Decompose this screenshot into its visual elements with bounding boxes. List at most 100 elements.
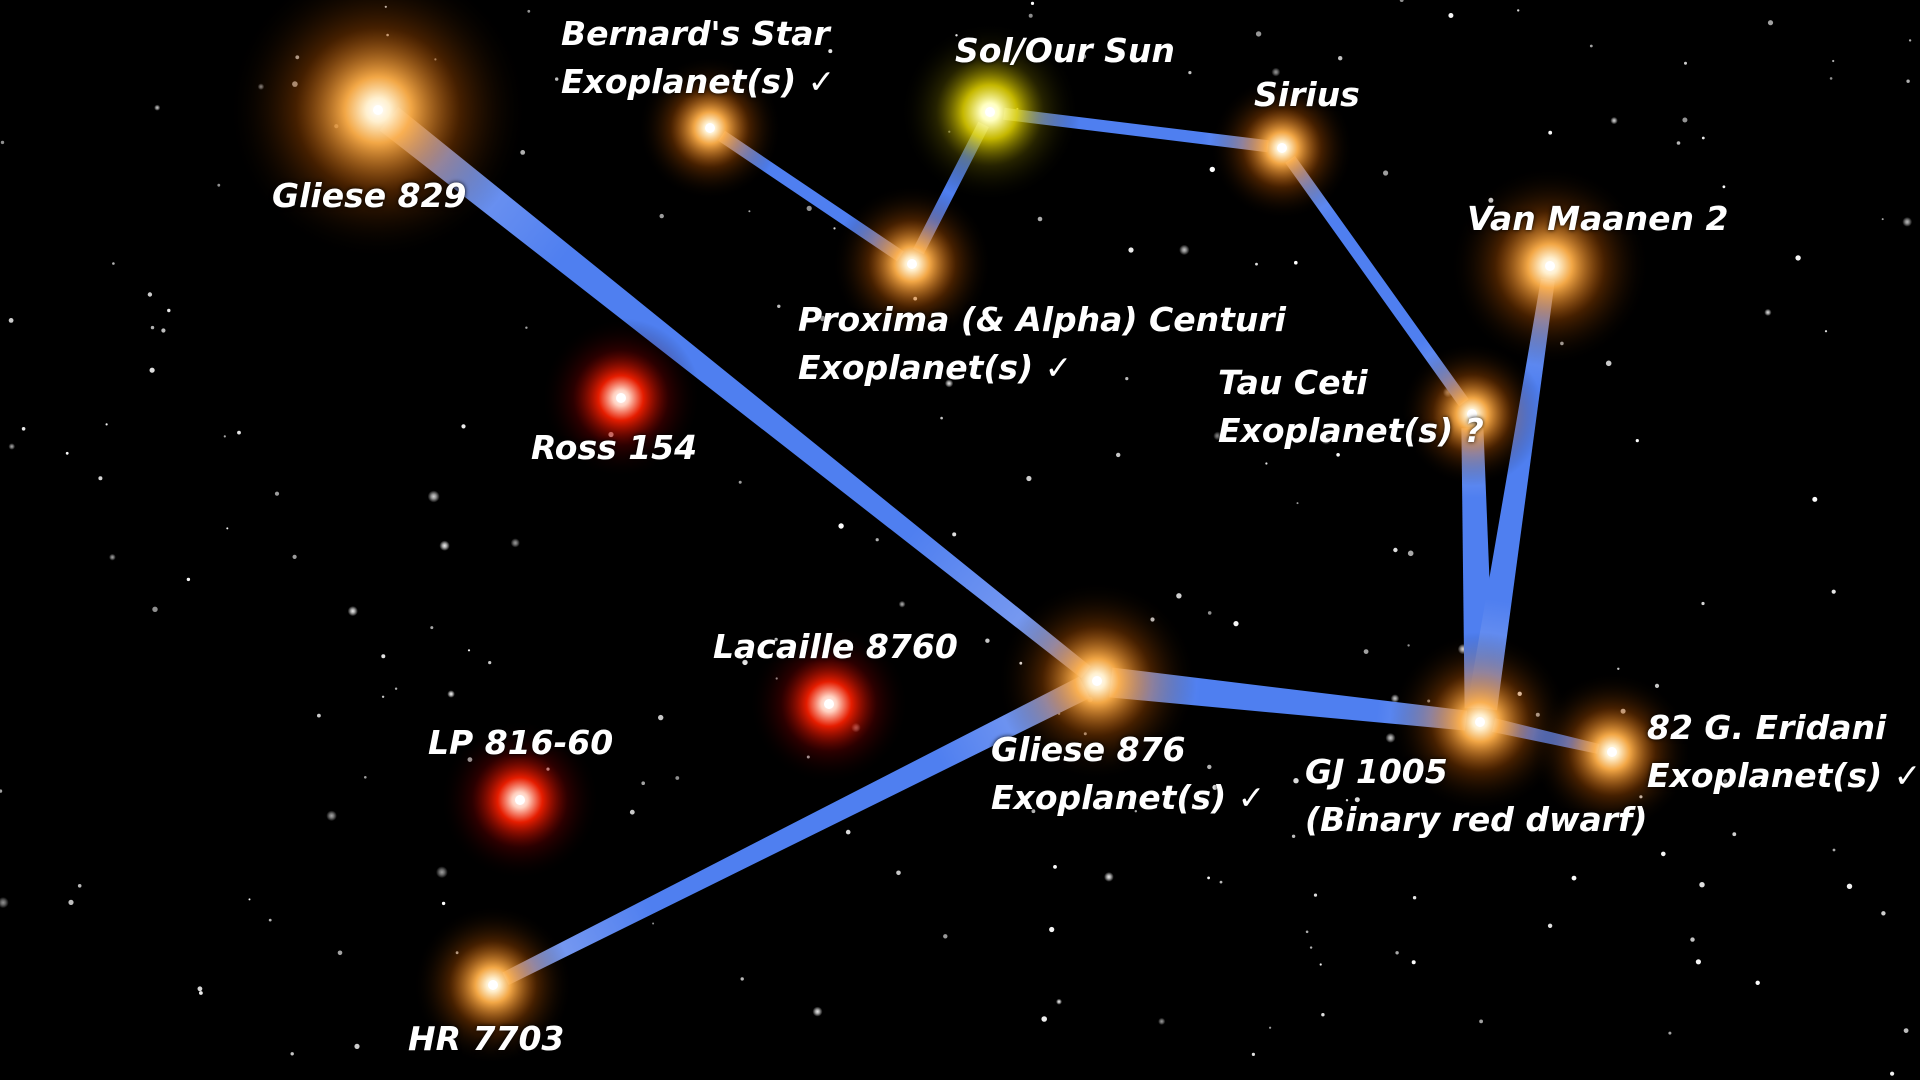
- star-82-g-eridani[interactable]: [1532, 672, 1692, 832]
- star-gj-1005[interactable]: [1390, 632, 1570, 812]
- star-core: [1607, 747, 1617, 757]
- background-star: [394, 687, 398, 690]
- background-star: [1906, 79, 1910, 83]
- background-star: [1294, 260, 1298, 265]
- background-star: [441, 901, 446, 906]
- background-star: [555, 77, 559, 81]
- background-star: [0, 140, 5, 145]
- star-sirius[interactable]: [1210, 76, 1354, 220]
- background-star: [1188, 71, 1192, 75]
- background-star: [1490, 823, 1495, 827]
- background-star: [1695, 959, 1701, 965]
- background-star: [290, 1052, 294, 1056]
- background-star: [1824, 330, 1828, 333]
- background-star: [1116, 452, 1121, 458]
- link-gliese-876-to-hr-7703: [502, 676, 1090, 985]
- background-star: [875, 538, 879, 542]
- background-star: [237, 430, 241, 435]
- background-star: [1255, 262, 1258, 266]
- background-star: [943, 934, 948, 939]
- background-star: [1479, 1019, 1483, 1024]
- background-star: [748, 210, 751, 213]
- background-star: [1831, 589, 1836, 594]
- background-star: [154, 104, 161, 111]
- star-lacaille-8760[interactable]: [749, 624, 909, 784]
- background-star: [1321, 1013, 1325, 1017]
- background-star: [337, 950, 343, 956]
- background-star: [1676, 141, 1681, 145]
- background-star: [1338, 56, 1343, 61]
- background-star: [347, 606, 358, 617]
- background-star: [167, 308, 171, 313]
- background-star: [248, 898, 251, 901]
- background-star: [1690, 937, 1695, 942]
- background-star: [845, 829, 851, 835]
- background-star: [1233, 621, 1239, 627]
- background-star: [1363, 649, 1369, 654]
- background-star: [777, 304, 781, 308]
- background-star: [1764, 308, 1772, 316]
- label-van-maanen-2: Van Maanen 2: [1467, 199, 1729, 238]
- background-star: [161, 328, 166, 333]
- background-star: [112, 262, 115, 265]
- background-star: [274, 491, 280, 496]
- background-star: [77, 884, 82, 888]
- background-star: [675, 776, 680, 780]
- star-sol[interactable]: [900, 22, 1080, 202]
- background-star: [1668, 1031, 1672, 1035]
- background-star: [1037, 216, 1043, 222]
- star-core: [515, 795, 525, 805]
- star-core: [907, 259, 917, 269]
- star-van-maanen-2[interactable]: [1450, 166, 1650, 366]
- star-ross-154[interactable]: [541, 318, 701, 478]
- label-lp-816-60: LP 816-60: [428, 723, 614, 762]
- background-star: [985, 638, 990, 643]
- background-star: [658, 714, 664, 721]
- background-star: [326, 810, 337, 822]
- background-star: [806, 205, 812, 211]
- star-core: [488, 980, 498, 990]
- star-lp-816-60[interactable]: [440, 720, 600, 880]
- background-star: [1053, 865, 1057, 869]
- star-core: [985, 107, 995, 117]
- label-ross-154: Ross 154: [531, 428, 698, 467]
- background-star: [447, 690, 455, 698]
- background-star: [461, 424, 466, 429]
- background-star: [467, 649, 471, 652]
- background-star: [150, 325, 155, 330]
- background-star: [1104, 872, 1114, 882]
- star-bernards-star[interactable]: [638, 56, 782, 200]
- background-star: [1832, 848, 1836, 852]
- star-tau-ceti[interactable]: [1400, 342, 1544, 486]
- star-proxima-centauri[interactable]: [832, 184, 992, 344]
- star-hr-7703[interactable]: [413, 905, 573, 1065]
- background-star: [1605, 360, 1612, 367]
- background-star: [1235, 418, 1239, 422]
- background-star: [1179, 244, 1190, 256]
- background-star: [1411, 960, 1416, 965]
- star-gliese-829[interactable]: [228, 0, 528, 260]
- background-star: [186, 577, 191, 582]
- background-star: [1207, 876, 1210, 880]
- background-star: [1548, 130, 1553, 135]
- background-star: [742, 659, 748, 666]
- background-star: [1682, 117, 1688, 123]
- background-star: [1251, 1052, 1255, 1056]
- background-star: [1881, 911, 1886, 916]
- background-star: [1319, 963, 1322, 966]
- background-star: [1393, 547, 1398, 553]
- background-star: [1701, 136, 1705, 140]
- background-star: [1517, 9, 1520, 12]
- background-star: [21, 427, 26, 431]
- background-star: [1265, 462, 1268, 465]
- background-star: [944, 379, 954, 388]
- background-star: [1219, 880, 1223, 884]
- background-star: [1030, 1, 1035, 5]
- star-core: [1545, 261, 1555, 271]
- background-star: [1028, 13, 1033, 18]
- background-star: [1031, 809, 1036, 814]
- background-star: [1207, 764, 1212, 770]
- background-star: [828, 49, 833, 54]
- star-gliese-876[interactable]: [997, 581, 1197, 781]
